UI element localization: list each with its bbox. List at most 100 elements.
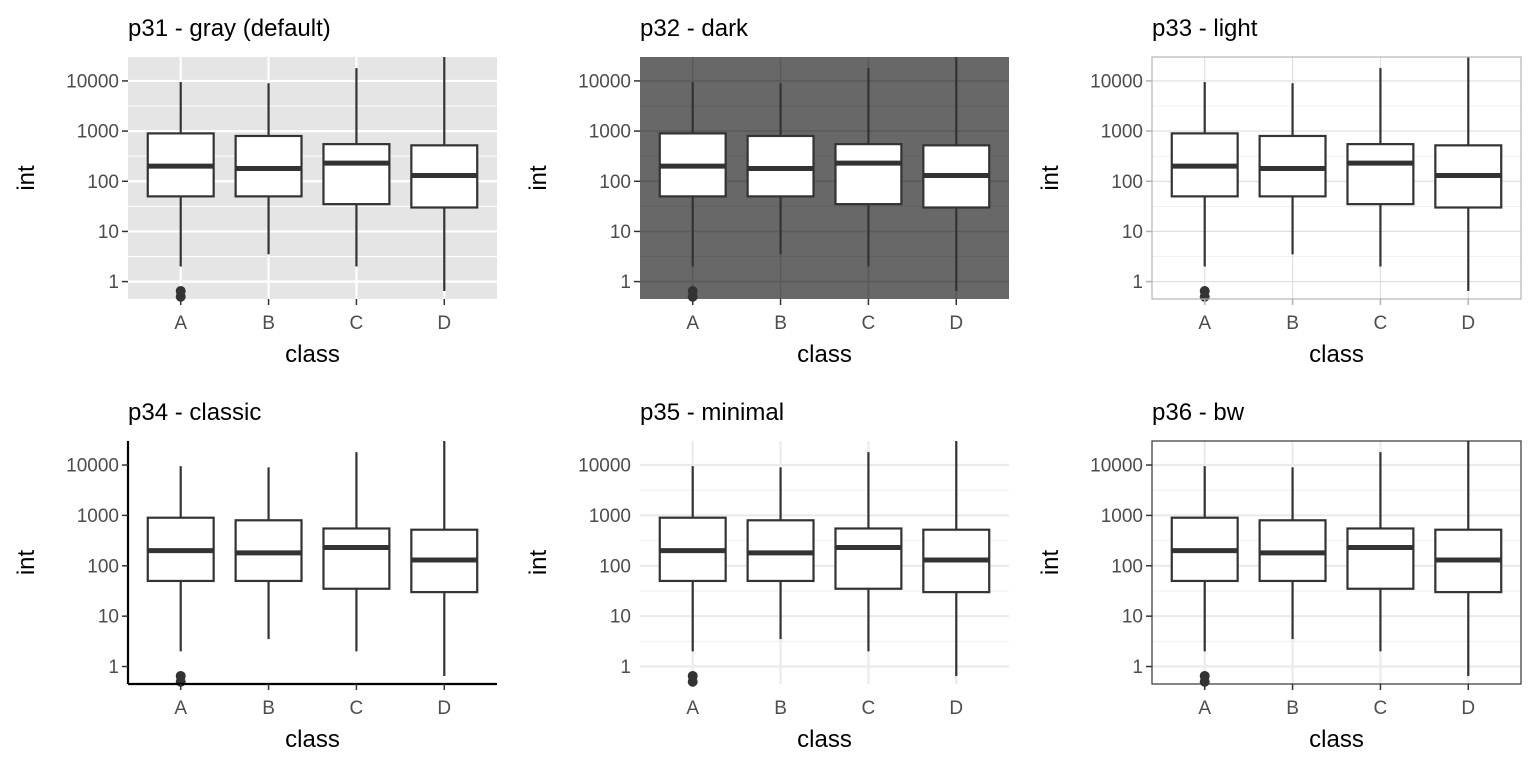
y-tick-label: 1 xyxy=(620,657,631,678)
panel-title: p34 - classic xyxy=(128,399,261,426)
y-tick-label: 10000 xyxy=(578,71,631,92)
box-C xyxy=(834,452,903,652)
y-tick-label: 1000 xyxy=(1101,122,1143,143)
y-tick-label: 10000 xyxy=(1090,71,1143,92)
box-A xyxy=(1170,466,1239,687)
x-tick-label: B xyxy=(774,313,787,334)
y-tick-label: 10000 xyxy=(66,456,119,477)
x-tick-label: C xyxy=(1374,698,1388,719)
x-tick-label: D xyxy=(1461,698,1475,719)
y-tick-label: 10000 xyxy=(1090,456,1143,477)
outlier-point xyxy=(687,285,698,296)
y-tick-label: 100 xyxy=(1111,556,1143,577)
y-axis-label: int xyxy=(1037,550,1064,576)
x-tick-label: B xyxy=(262,698,275,719)
box-B xyxy=(234,83,303,255)
x-tick-label: A xyxy=(686,313,699,334)
y-tick-label: 10 xyxy=(610,607,631,628)
y-tick-label: 100 xyxy=(87,172,119,193)
y-axis-label: int xyxy=(1037,165,1064,191)
box-A xyxy=(146,82,215,302)
outlier-point xyxy=(175,670,186,681)
y-tick-label: 100 xyxy=(599,172,631,193)
box-D xyxy=(922,57,991,291)
y-tick-label: 1000 xyxy=(77,506,119,527)
y-tick-label: 1000 xyxy=(589,506,631,527)
y-tick-label: 10 xyxy=(1122,607,1143,628)
x-axis-label: class xyxy=(1309,726,1364,753)
y-tick-label: 1 xyxy=(108,657,119,678)
y-tick-label: 1000 xyxy=(589,122,631,143)
y-axis-label: int xyxy=(13,165,40,191)
y-tick-label: 10 xyxy=(98,222,119,243)
box-B xyxy=(1258,467,1327,640)
x-tick-label: B xyxy=(262,313,275,334)
panel-title: p31 - gray (default) xyxy=(128,15,331,42)
outlier-point xyxy=(687,670,698,681)
box-D xyxy=(410,441,479,676)
x-tick-label: D xyxy=(1461,313,1475,334)
x-tick-label: D xyxy=(437,313,451,334)
box-B xyxy=(746,467,815,640)
y-tick-label: 10000 xyxy=(66,71,119,92)
box-A xyxy=(146,466,215,687)
box-iqr xyxy=(322,143,391,206)
x-tick-label: C xyxy=(350,313,364,334)
x-tick-label: C xyxy=(862,313,876,334)
y-tick-label: 1 xyxy=(1132,657,1143,678)
box-B xyxy=(1258,83,1327,255)
box-A xyxy=(658,466,727,687)
x-tick-label: A xyxy=(1198,313,1211,334)
y-tick-label: 100 xyxy=(87,556,119,577)
box-C xyxy=(1346,68,1415,267)
x-axis-label: class xyxy=(797,341,852,368)
box-C xyxy=(322,452,391,652)
y-tick-label: 1 xyxy=(620,272,631,293)
y-tick-label: 100 xyxy=(1111,172,1143,193)
box-iqr xyxy=(322,527,391,590)
y-tick-label: 10 xyxy=(1122,222,1143,243)
x-axis-label: class xyxy=(285,341,340,368)
x-tick-label: D xyxy=(949,698,963,719)
x-tick-label: B xyxy=(1286,313,1299,334)
x-tick-label: B xyxy=(774,698,787,719)
box-C xyxy=(1346,452,1415,652)
y-axis-label: int xyxy=(13,550,40,576)
y-tick-label: 1000 xyxy=(77,122,119,143)
x-axis-label: class xyxy=(285,726,340,753)
y-tick-label: 1 xyxy=(108,272,119,293)
y-tick-label: 1000 xyxy=(1101,506,1143,527)
x-tick-label: D xyxy=(949,313,963,334)
box-B xyxy=(746,83,815,255)
box-iqr xyxy=(834,527,903,590)
x-tick-label: A xyxy=(686,698,699,719)
box-B xyxy=(234,467,303,640)
x-tick-label: A xyxy=(1198,698,1211,719)
panel-title: p32 - dark xyxy=(640,15,749,42)
box-iqr xyxy=(1346,527,1415,590)
box-D xyxy=(1434,57,1503,291)
box-C xyxy=(322,68,391,267)
x-tick-label: A xyxy=(174,313,187,334)
box-C xyxy=(834,68,903,267)
y-tick-label: 10 xyxy=(610,222,631,243)
x-tick-label: D xyxy=(437,698,451,719)
box-iqr xyxy=(834,143,903,206)
x-tick-label: C xyxy=(350,698,364,719)
panel-title: p36 - bw xyxy=(1152,399,1245,426)
y-tick-label: 100 xyxy=(599,556,631,577)
x-tick-label: C xyxy=(1374,313,1388,334)
box-D xyxy=(922,441,991,676)
y-tick-label: 1 xyxy=(1132,272,1143,293)
box-D xyxy=(1434,441,1503,676)
box-D xyxy=(410,57,479,291)
box-A xyxy=(1170,82,1239,302)
panel-border xyxy=(1151,56,1522,300)
panel-title: p33 - light xyxy=(1152,15,1258,42)
x-tick-label: A xyxy=(174,698,187,719)
box-A xyxy=(658,82,727,302)
